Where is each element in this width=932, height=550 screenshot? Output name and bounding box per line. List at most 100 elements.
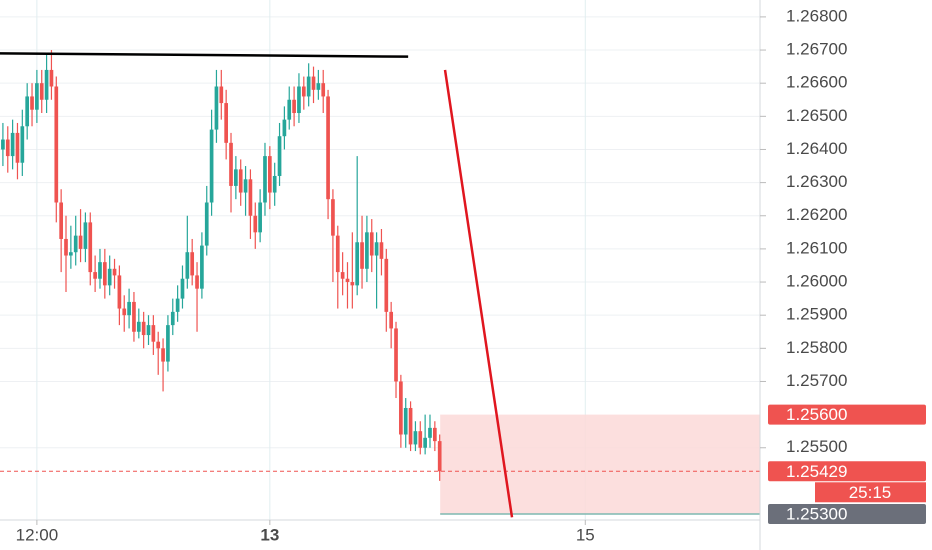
candle-body bbox=[253, 215, 258, 233]
candle-body bbox=[258, 202, 262, 233]
candle-body bbox=[263, 156, 267, 203]
candle-body bbox=[195, 275, 199, 289]
candle-body bbox=[166, 325, 170, 362]
candle-body bbox=[267, 156, 272, 193]
y-tick-label: 1.26600 bbox=[786, 73, 847, 92]
candle-body bbox=[360, 242, 364, 269]
candle-body bbox=[64, 238, 68, 256]
candle-body bbox=[214, 86, 219, 130]
candle-body bbox=[83, 222, 88, 249]
candle-body bbox=[428, 427, 432, 438]
x-tick-label: 15 bbox=[576, 525, 595, 544]
candle-body bbox=[335, 235, 340, 273]
price-tag-label: 1.25429 bbox=[786, 462, 847, 481]
x-tick-label: 13 bbox=[260, 525, 279, 544]
zone bbox=[440, 414, 760, 515]
candle-body bbox=[287, 99, 292, 120]
candle-body bbox=[180, 278, 185, 299]
candle-body bbox=[369, 232, 374, 256]
candle-body bbox=[238, 169, 243, 193]
y-tick-label: 1.26700 bbox=[786, 40, 847, 59]
y-tick-label: 1.26400 bbox=[786, 139, 847, 158]
projection-line bbox=[443, 69, 514, 518]
candle-body bbox=[374, 242, 379, 256]
candle-body bbox=[365, 232, 369, 269]
candle-body bbox=[35, 83, 39, 110]
candle-body bbox=[437, 441, 442, 472]
candle-body bbox=[59, 202, 63, 239]
candle-body bbox=[311, 76, 316, 90]
axis-panel bbox=[760, 0, 932, 550]
candle-body bbox=[272, 175, 277, 193]
candle-body bbox=[69, 252, 73, 256]
candle-body bbox=[423, 437, 427, 448]
candle-body bbox=[321, 83, 326, 97]
candle-body bbox=[432, 427, 437, 442]
y-tick-label: 1.26500 bbox=[786, 106, 847, 125]
candle-body bbox=[282, 119, 287, 137]
y-tick-label: 1.26800 bbox=[786, 6, 847, 25]
candle-body bbox=[98, 262, 102, 279]
candle-body bbox=[175, 298, 180, 312]
candle-body bbox=[107, 268, 112, 286]
candle-body bbox=[326, 96, 330, 200]
candle-body bbox=[39, 83, 44, 100]
candle-body bbox=[93, 272, 97, 279]
candle-body bbox=[112, 268, 117, 276]
y-tick-label: 1.26300 bbox=[786, 172, 847, 191]
candle-body bbox=[243, 179, 248, 193]
candle-body bbox=[229, 142, 233, 186]
candle-body bbox=[151, 325, 156, 342]
candle-body bbox=[49, 69, 54, 87]
candle-body bbox=[88, 222, 93, 273]
candle-body bbox=[170, 311, 175, 326]
candle-body bbox=[355, 242, 360, 286]
candle-body bbox=[122, 308, 127, 316]
price-tag-label: 1.25600 bbox=[786, 405, 847, 424]
price-tag bbox=[768, 404, 926, 425]
y-tick-label: 1.26100 bbox=[786, 238, 847, 257]
candle-body bbox=[277, 136, 282, 176]
candle-body bbox=[340, 272, 345, 279]
y-tick-label: 1.26200 bbox=[786, 205, 847, 224]
candle-body bbox=[73, 235, 78, 253]
candle-body bbox=[413, 431, 418, 445]
candle-body bbox=[10, 132, 15, 157]
candle-body bbox=[30, 96, 34, 110]
candle-body bbox=[209, 129, 214, 203]
candle-body bbox=[379, 242, 384, 259]
price-tag-label: 1.25300 bbox=[786, 505, 847, 524]
candle-body bbox=[156, 341, 161, 349]
candle-body bbox=[389, 311, 394, 329]
candle-body bbox=[306, 76, 311, 97]
candle-body bbox=[1, 139, 5, 150]
candle-body bbox=[5, 139, 10, 157]
candle-body bbox=[146, 325, 151, 336]
candle-body bbox=[403, 407, 408, 435]
candle-body bbox=[54, 86, 59, 203]
candle-body bbox=[44, 69, 49, 100]
candle-body bbox=[418, 431, 423, 448]
y-tick-label: 1.25500 bbox=[786, 437, 847, 456]
candle-body bbox=[297, 86, 301, 114]
y-tick-label: 1.25900 bbox=[786, 305, 847, 324]
candle-body bbox=[316, 83, 321, 90]
candle-body bbox=[234, 169, 238, 186]
candle-body bbox=[102, 262, 107, 286]
candle-body bbox=[141, 321, 146, 336]
price-tag bbox=[768, 504, 926, 525]
candle-body bbox=[219, 86, 224, 104]
candle-body bbox=[292, 99, 296, 114]
price-tag bbox=[768, 461, 926, 482]
countdown: 25:15 bbox=[849, 483, 892, 502]
candle-body bbox=[20, 126, 25, 163]
candle-body bbox=[345, 278, 350, 283]
candle-body bbox=[190, 252, 195, 276]
countdown-tag bbox=[815, 482, 926, 503]
y-tick-label: 1.26000 bbox=[786, 272, 847, 291]
candle-body bbox=[25, 96, 30, 127]
candle-body bbox=[136, 321, 141, 332]
y-tick-label: 1.25700 bbox=[786, 371, 847, 390]
candle-body bbox=[78, 235, 83, 249]
